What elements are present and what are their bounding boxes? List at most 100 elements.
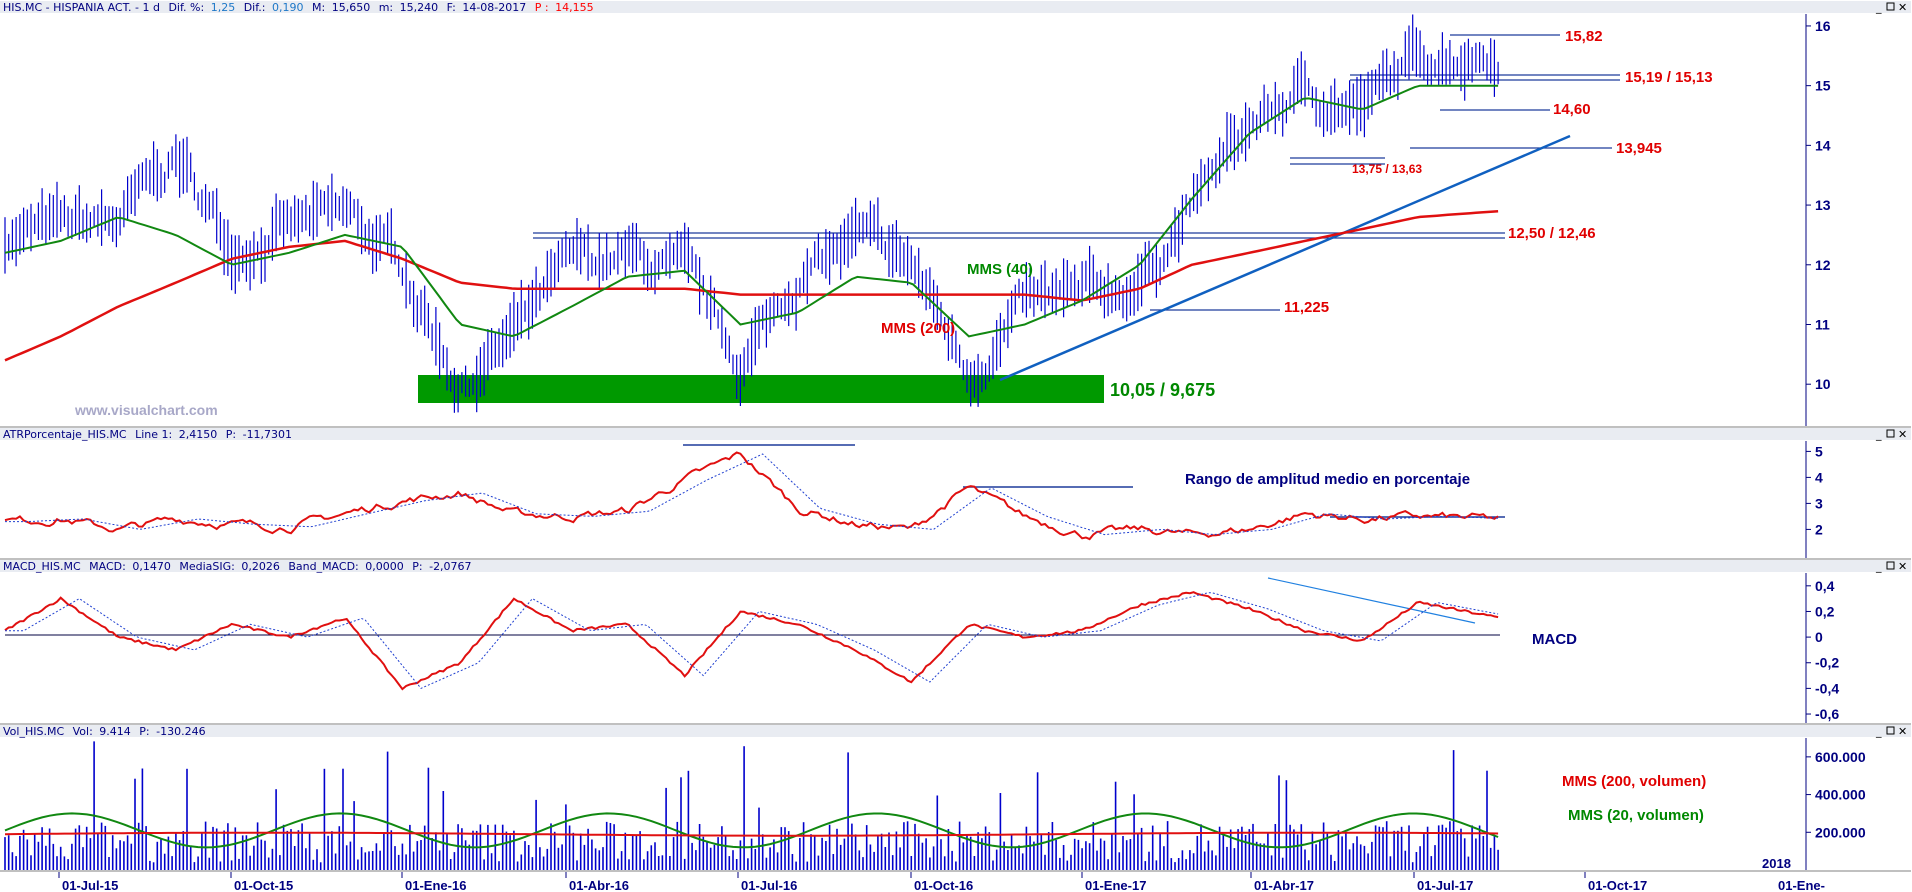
macd-yaxis-tick-label: 0 (1815, 629, 1823, 645)
maximize-icon[interactable] (1886, 2, 1895, 11)
atr-line-label: Line 1: (135, 428, 172, 441)
header-symbol: HIS.MC - HISPANIA ACT. - 1 d (3, 1, 160, 14)
header-dif-value: 0,190 (272, 1, 304, 14)
vol-yaxis-tick-label: 600.000 (1815, 749, 1866, 765)
macd-annotation: MACD (1532, 631, 1577, 648)
macd-band-label: Band_MACD: (288, 560, 358, 573)
macd-header-name: MACD_HIS.MC (3, 560, 81, 573)
vol-p-label: P: (139, 725, 149, 738)
vol-y-axis: 600.000 400.000 200.000 (1806, 749, 1866, 840)
volume-bars (4, 741, 1499, 870)
macd-signal-line (5, 592, 1499, 690)
header-dif-pct-value: 1,25 (211, 1, 236, 14)
label-1250-1246: 12,50 / 12,46 (1508, 225, 1596, 242)
price-yaxis-tick-label: 12 (1815, 257, 1831, 273)
atr-close-icon[interactable]: ✕ (1898, 428, 1907, 441)
vol-ma200-line (4, 831, 1499, 837)
x-tick-label: 01-Abr-16 (569, 878, 629, 892)
vol-minimize-icon[interactable]: _ (1875, 725, 1882, 738)
macd-p-label: P: (412, 560, 422, 573)
header-min-value: 15,240 (400, 1, 439, 14)
atr-yaxis-tick-label: 3 (1815, 495, 1823, 511)
macd-maximize-icon[interactable] (1886, 561, 1895, 570)
macd-yaxis-tick-label: 0,4 (1815, 578, 1835, 594)
close-icon[interactable]: ✕ (1898, 1, 1907, 14)
x-axis: 01-Jul-15 01-Oct-15 01-Ene-16 01-Abr-16 01-J… (58, 856, 1825, 892)
header-p-value: 14,155 (555, 1, 594, 14)
macd-header-text: MACD_HIS.MC MACD: 0,1470 MediaSIG: 0,202… (3, 560, 472, 573)
label-ma40: MMS (40) (967, 261, 1033, 278)
macd-value: 0,1470 (132, 560, 171, 573)
label-1582: 15,82 (1565, 28, 1603, 45)
x-tick-label: 01-Oct-16 (914, 878, 973, 892)
price-header-text: HIS.MC - HISPANIA ACT. - 1 d Dif. %: 1,2… (3, 1, 594, 14)
vol-p-value: -130.246 (156, 725, 205, 738)
vol-value: 9.414 (99, 725, 131, 738)
atr-yaxis-tick-label: 2 (1815, 521, 1823, 537)
x-tick-label: 01-Jul-16 (741, 878, 797, 892)
label-1519-1513: 15,19 / 15,13 (1625, 69, 1713, 86)
macd-minimize-icon[interactable]: _ (1875, 560, 1882, 573)
price-y-axis: 16 15 14 13 12 11 10 (1806, 18, 1831, 392)
price-yaxis-tick-label: 13 (1815, 197, 1831, 213)
vol-maximize-icon[interactable] (1886, 726, 1895, 735)
x-tick-label: 01-Jul-15 (62, 878, 118, 892)
atr-panel: ATRPorcentaje_HIS.MC Line 1: 2,4150 P: -… (0, 428, 1911, 541)
x-tick-label: 01-Jul-17 (1417, 878, 1473, 892)
atr-maximize-icon[interactable] (1886, 429, 1895, 438)
macd-yaxis-tick-label: -0,6 (1815, 706, 1839, 722)
vol-close-icon[interactable]: ✕ (1898, 725, 1907, 738)
x-tick-label: 01-Ene-16 (405, 878, 466, 892)
label-ma200: MMS (200) (881, 320, 955, 337)
x-tick-label: 2018 (1762, 856, 1791, 871)
atr-yaxis-tick-label: 4 (1815, 469, 1823, 485)
macd-sig-label: MediaSIG: (179, 560, 235, 573)
price-bars (4, 14, 1499, 413)
atr-minimize-icon[interactable]: _ (1875, 428, 1882, 441)
label-1460: 14,60 (1553, 101, 1591, 118)
price-annotations: 15,82 15,19 / 15,13 14,60 13,945 13,75 /… (881, 28, 1713, 337)
atr-signal-line (5, 453, 1499, 536)
header-max-value: 15,650 (332, 1, 371, 14)
vol-window-controls: _ ✕ (1875, 725, 1907, 738)
trend-line (999, 134, 1571, 382)
vol-header-bar (0, 725, 1911, 737)
x-tick-label: 01-Oct-15 (234, 878, 293, 892)
atr-line (4, 451, 1499, 541)
macd-label: MACD: (89, 560, 126, 573)
x-tick-label: 01-Oct-17 (1588, 878, 1647, 892)
price-yaxis-tick-label: 10 (1815, 376, 1831, 392)
macd-window-controls: _ ✕ (1875, 560, 1907, 573)
vol-header-text: Vol_HIS.MC Vol: 9.414 P: -130.246 (3, 725, 206, 738)
macd-trend-line (1267, 577, 1476, 624)
macd-close-icon[interactable]: ✕ (1898, 560, 1907, 573)
macd-yaxis-tick-label: -0,4 (1815, 680, 1839, 696)
minimize-icon[interactable]: _ (1875, 1, 1882, 14)
header-max-label: M: (312, 1, 325, 14)
x-tick-label: 01-Ene- (1778, 878, 1825, 892)
atr-header-name: ATRPorcentaje_HIS.MC (3, 428, 127, 441)
header-min-label: m: (379, 1, 393, 14)
macd-line (4, 591, 1499, 691)
macd-panel: MACD_HIS.MC MACD: 0,1470 MediaSIG: 0,202… (0, 560, 1911, 722)
label-1375-1363: 13,75 / 13,63 (1352, 162, 1422, 176)
label-13945: 13,945 (1616, 140, 1662, 157)
atr-p-value: -11,7301 (243, 428, 292, 441)
panel-frames (0, 14, 1911, 872)
header-date-label: F: (447, 1, 456, 14)
atr-line-value: 2,4150 (179, 428, 218, 441)
atr-window-controls: _ ✕ (1875, 428, 1907, 441)
price-header-bar (0, 1, 1911, 13)
macd-p-value: -2,0767 (429, 560, 471, 573)
support-zone-label: 10,05 / 9,675 (1110, 380, 1215, 400)
macd-y-axis: 0,4 0,2 0 -0,2 -0,4 -0,6 (1806, 578, 1839, 722)
macd-header-bar (0, 560, 1911, 572)
atr-p-label: P: (226, 428, 236, 441)
volume-panel: Vol_HIS.MC Vol: 9.414 P: -130.246 _ ✕ MM… (0, 725, 1911, 870)
atr-annotation: Rango de amplitud medio en porcentaje (1185, 471, 1470, 488)
ma200-line (4, 209, 1499, 362)
header-p-label: P : (535, 1, 549, 14)
vol-yaxis-tick-label: 200.000 (1815, 824, 1866, 840)
atr-header-text: ATRPorcentaje_HIS.MC Line 1: 2,4150 P: -… (3, 428, 292, 441)
